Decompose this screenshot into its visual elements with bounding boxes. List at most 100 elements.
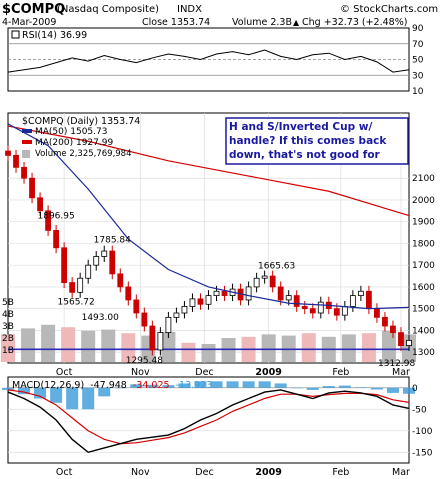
volume-bar: [41, 324, 56, 362]
macd-legend-signal: -34.025: [133, 380, 170, 391]
volume-bar: [21, 328, 36, 362]
rsi-tick-label: 10: [412, 87, 424, 97]
macd-legend-prefix: MACD(12,26,9): [12, 380, 84, 391]
price-tick-label: 1900: [412, 218, 435, 228]
stockcharts-logo: © StockCharts.com: [340, 4, 438, 15]
price-candle: [365, 290, 372, 310]
macd-histogram-bar: [194, 381, 207, 388]
volume-bar: [81, 330, 96, 362]
rsi-tick-label: 30: [412, 71, 424, 81]
macd-x-tick-label: Mar: [392, 467, 410, 478]
macd-histogram-bar: [226, 381, 239, 388]
symbol-title: $COMPQ: [2, 2, 65, 17]
price-candle: [93, 256, 100, 266]
price-candle: [53, 229, 60, 249]
price-candle: [21, 166, 27, 179]
price-candle: [157, 332, 164, 351]
price-candle: [277, 286, 284, 301]
macd-histogram-bar: [306, 387, 319, 390]
macd-histogram-bar: [258, 381, 271, 388]
macd-signal-line: [7, 389, 410, 445]
price-tick-label: 1600: [412, 283, 435, 293]
macd-legend: MACD(12,26,9) -47.948 -34.025 -13.923: [12, 380, 212, 391]
volume-bar: [181, 342, 196, 362]
macd-histogram-bar: [210, 381, 223, 388]
price-candle: [109, 250, 116, 275]
macd-histogram-bar: [338, 385, 351, 388]
macd-histogram-bar: [242, 381, 255, 388]
macd-x-tick-label: Nov: [131, 467, 150, 478]
date-label: 4-Mar-2009: [2, 17, 56, 28]
close-label: Close 1353.74: [142, 17, 210, 28]
price-candle: [285, 295, 292, 301]
macd-histogram-bar: [162, 385, 175, 388]
macd-tick-label: 0: [412, 384, 418, 394]
volume-bar: [361, 333, 376, 362]
volume-tick-label: 1B: [2, 346, 14, 356]
annotation-text: H and S/Inverted Cup w/ handle? If this …: [229, 121, 387, 164]
price-candle: [261, 275, 268, 279]
price-candle: [117, 273, 124, 288]
macd-x-tick-label: Feb: [332, 467, 349, 478]
volume-tick-label: 4B: [2, 310, 14, 320]
price-candle: [382, 316, 388, 327]
price-tick-label: 1800: [412, 239, 435, 249]
macd-histogram-bar: [178, 383, 191, 388]
price-candle: [165, 316, 172, 333]
macd-x-tick-label: 2009: [255, 467, 281, 478]
price-candle: [205, 295, 212, 305]
macd-histogram-bar: [2, 387, 14, 390]
volume-bar: [381, 330, 396, 362]
macd-tick-label: -100: [412, 427, 433, 437]
price-annotation-label: 1665.63: [258, 262, 295, 272]
series-layer: [2, 49, 415, 454]
price-candle: [29, 177, 35, 199]
volume-bar: [1, 334, 15, 362]
volume-bar: [161, 332, 176, 362]
macd-tick-label: -50: [412, 405, 427, 415]
price-candle: [293, 295, 300, 307]
volume-bar: [341, 334, 356, 362]
change-label: Chg +32.73 (+2.48%): [302, 17, 407, 28]
price-candle: [13, 154, 19, 168]
price-tick-label: 1700: [412, 261, 435, 271]
ma50-line: [7, 123, 410, 310]
price-tick-label: 2000: [412, 196, 435, 206]
macd-x-tick-label: Dec: [195, 467, 213, 478]
price-candle: [141, 312, 148, 327]
macd-tick-label: -150: [412, 448, 433, 458]
price-candle: [309, 308, 316, 314]
price-candle: [149, 325, 156, 351]
rsi-line: [7, 49, 410, 73]
price-candle: [374, 308, 380, 318]
price-x-tick-label: 2009: [255, 367, 281, 378]
price-x-tick-label: Mar: [392, 367, 410, 378]
macd-histogram-bar: [66, 387, 79, 410]
price-candle: [101, 250, 108, 257]
price-annotation-label: 1312.98: [378, 359, 415, 369]
macd-x-tick-label: Oct: [56, 467, 73, 478]
macd-histogram-bar: [114, 387, 127, 389]
price-candle: [125, 286, 132, 301]
ma200-legend: MA(200) 1927.99: [35, 138, 113, 148]
price-annotation-label: 1295.48: [126, 356, 163, 366]
volume-tick-label: 3B: [2, 322, 14, 332]
price-candle: [245, 286, 252, 301]
volume-bar: [121, 333, 136, 362]
ma50-legend-swatch: [22, 129, 32, 133]
volume-tick-label: 2B: [2, 334, 14, 344]
rsi-legend: RSI(14) 36.99: [22, 30, 87, 41]
macd-histogram-bar: [290, 387, 303, 389]
volume-bar: [261, 334, 276, 362]
price-candle: [5, 150, 11, 156]
label-layer: 10 30 50 70 90 1300 1400 1500 1600 1700 1800 1900 20…: [2, 24, 435, 478]
macd-histogram-bar: [386, 387, 399, 393]
macd-histogram-bar: [322, 386, 335, 388]
ma50-legend: MA(50) 1505.73: [35, 127, 107, 137]
price-x-tick-label: Oct: [56, 367, 73, 378]
volume-bar: [61, 327, 76, 362]
volume-legend: Volume 2,325,769,984: [35, 149, 132, 159]
price-annotation-label: 1493.00: [82, 313, 119, 323]
change-arrow-icon: ▲: [293, 18, 300, 27]
